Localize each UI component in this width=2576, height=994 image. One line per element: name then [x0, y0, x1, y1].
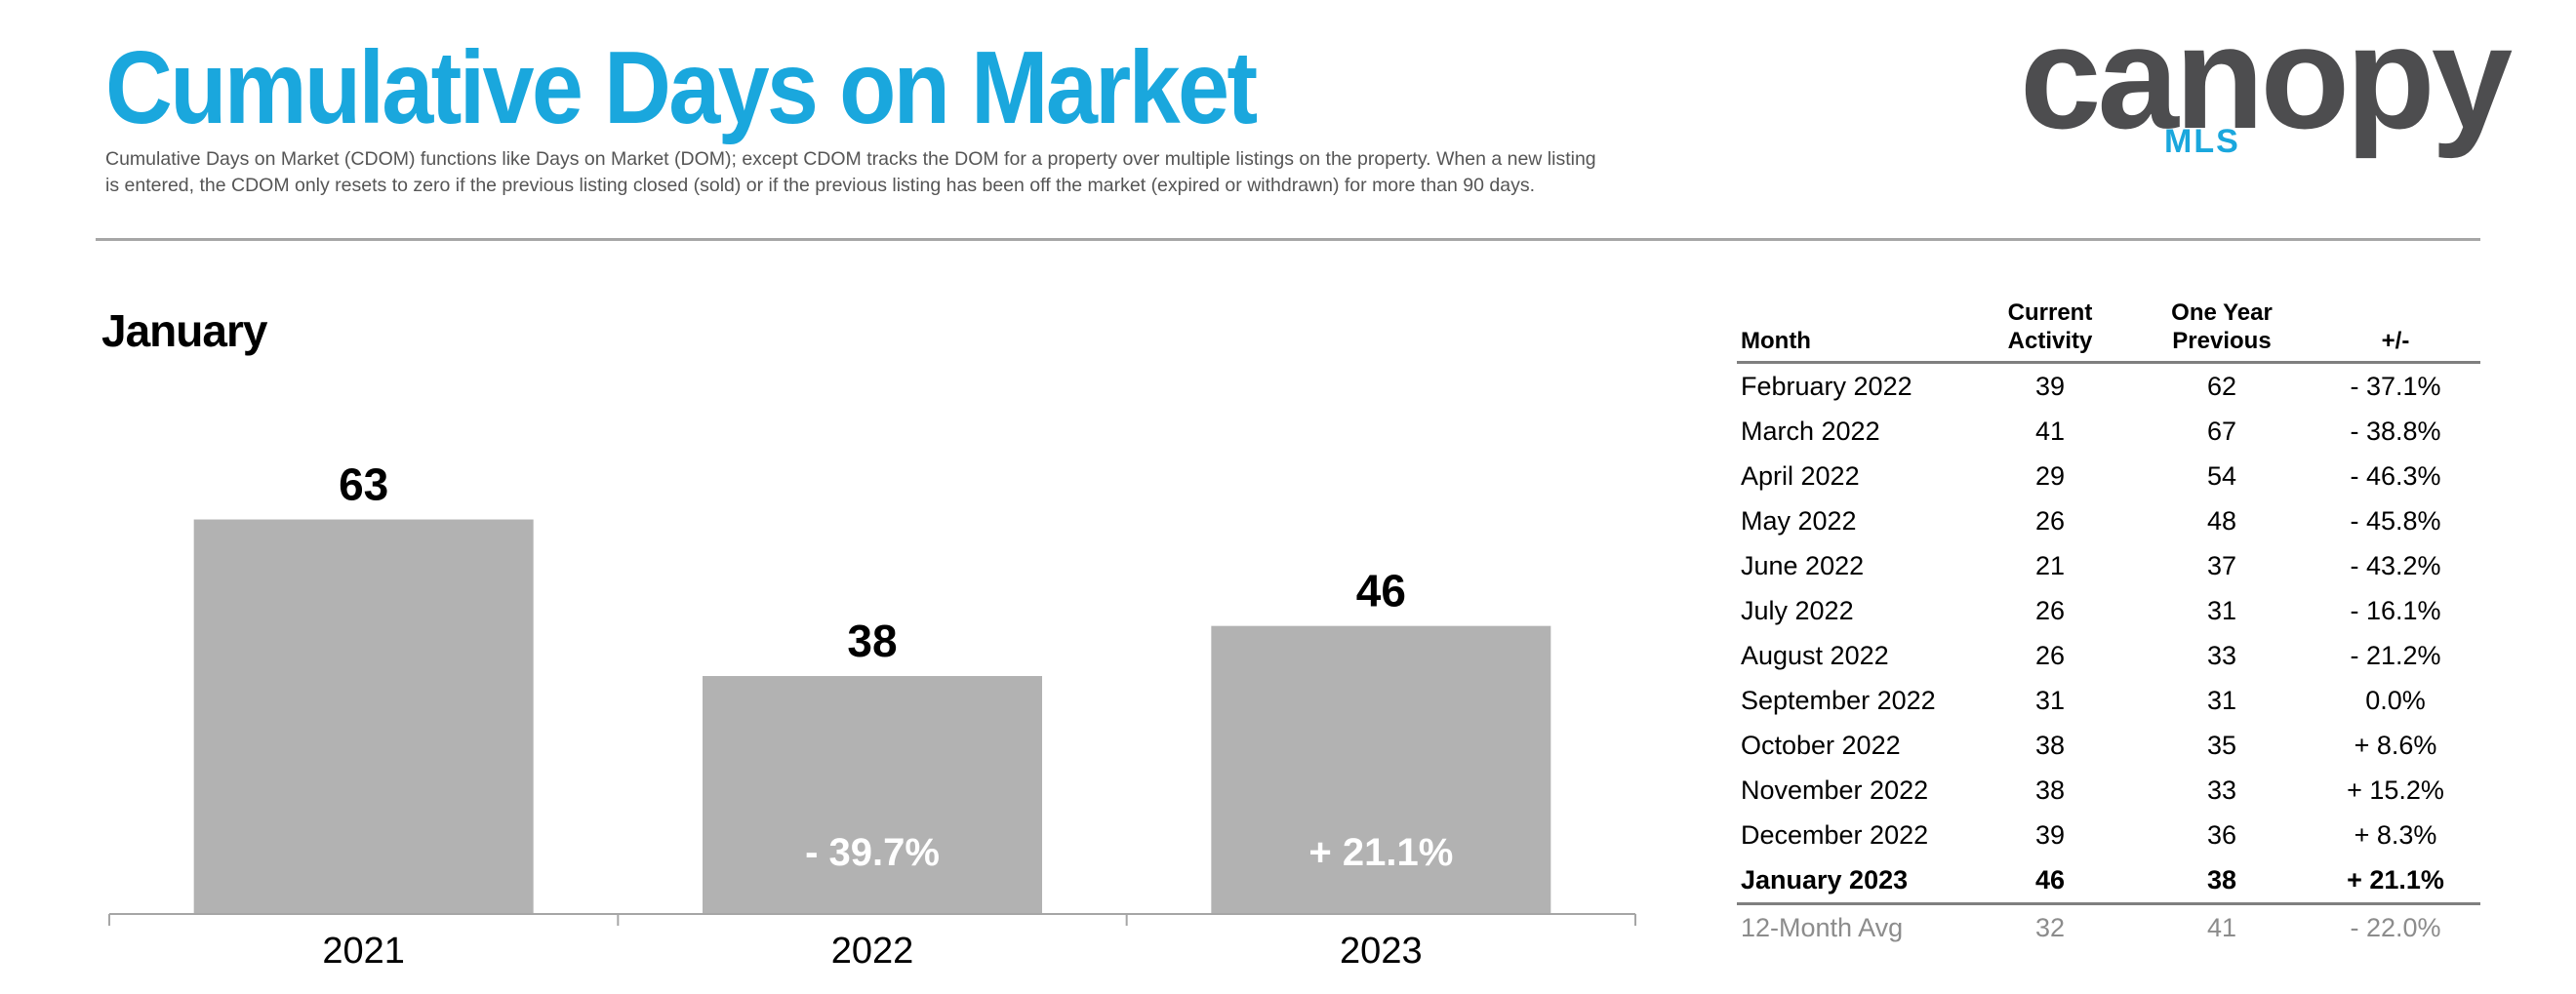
cell-current: 21	[2034, 550, 2066, 580]
header-month: Month	[1737, 298, 1967, 364]
x-tick-label: 2022	[831, 931, 914, 972]
logo-wordmark: canopy	[2020, 0, 2513, 159]
table-row: November 2022 38 33 + 15.2%	[1737, 768, 2480, 813]
table-row: December 2022 39 36 + 8.3%	[1737, 813, 2480, 857]
cell-current: 39	[2034, 371, 2066, 401]
bar-value-label: 38	[847, 616, 897, 666]
logo-mls-text: MLS	[2164, 123, 2240, 160]
cell-previous: 54	[2206, 460, 2237, 491]
header-one-year-previous: One Year Previous	[2133, 298, 2311, 364]
table-row: July 2022 26 31 - 16.1%	[1737, 588, 2480, 633]
bar-value-label: 46	[1356, 566, 1406, 616]
cell-month: December 2022	[1741, 819, 1929, 850]
cell-change: - 16.1%	[2350, 595, 2441, 625]
header-divider	[96, 238, 2480, 241]
table-row: May 2022 26 48 - 45.8%	[1737, 498, 2480, 543]
bar-chart: 63 2021 38 - 39.7% 2022 46 + 21.1% 2023	[108, 459, 1636, 972]
cell-previous: 38	[2133, 857, 2311, 905]
cell-month: March 2022	[1741, 416, 1880, 446]
twelve-month-avg-row: 12-Month Avg 32 41 - 22.0%	[1737, 904, 2480, 951]
header-previous-line-1: One Year	[2171, 299, 2273, 326]
header-current-line-1: Current	[2007, 299, 2093, 326]
cell-previous: 48	[2206, 505, 2237, 536]
cell-change: - 45.8%	[2350, 505, 2441, 536]
bar-value-label: 63	[339, 459, 388, 510]
cell-change: - 22.0%	[2350, 912, 2441, 942]
cell-change: - 43.2%	[2350, 550, 2441, 580]
header-current-activity: Current Activity	[1967, 298, 2133, 364]
table-row: September 2022 31 31 0.0%	[1737, 678, 2480, 723]
page-description: Cumulative Days on Market (CDOM) functio…	[105, 146, 1686, 199]
cell-current: 41	[2034, 416, 2066, 446]
bar-change-label: + 21.1%	[1308, 831, 1453, 874]
cell-current: 26	[2034, 505, 2066, 536]
bar-2023	[1211, 625, 1551, 914]
cell-previous: 31	[2206, 685, 2237, 715]
table-row: October 2022 38 35 + 8.6%	[1737, 723, 2480, 768]
page-title: Cumulative Days on Market	[105, 30, 1258, 145]
cell-change: - 46.3%	[2350, 460, 2441, 491]
cell-previous: 33	[2206, 640, 2237, 670]
cell-month: June 2022	[1741, 550, 1865, 580]
cell-change: + 8.6%	[2354, 730, 2437, 760]
cell-month: November 2022	[1741, 775, 1929, 805]
cell-change: - 37.1%	[2350, 371, 2441, 401]
cell-previous: 33	[2206, 775, 2237, 805]
cell-change: + 21.1%	[2311, 857, 2480, 905]
cell-previous: 41	[2206, 912, 2237, 942]
cell-month: August 2022	[1741, 640, 1889, 670]
x-tick-label: 2023	[1340, 931, 1423, 972]
description-line-1: Cumulative Days on Market (CDOM) functio…	[105, 148, 1596, 170]
cell-previous: 67	[2206, 416, 2237, 446]
chart-title: January	[101, 305, 267, 356]
cell-current: 29	[2034, 460, 2066, 491]
cell-month: April 2022	[1741, 460, 1860, 491]
canopy-mls-logo: canopy MLS	[2020, 4, 2513, 168]
cell-current: 38	[2034, 730, 2066, 760]
cell-change: + 15.2%	[2347, 775, 2444, 805]
current-month-row: January 2023 46 38 + 21.1%	[1737, 857, 2480, 905]
table-header-row: Month Current Activity One Year Previous…	[1737, 298, 2480, 364]
header-current-line-2: Activity	[2007, 328, 2093, 354]
table-row: August 2022 26 33 - 21.2%	[1737, 633, 2480, 678]
header-previous-line-2: Previous	[2172, 328, 2272, 354]
cell-previous: 62	[2206, 371, 2237, 401]
table-row: April 2022 29 54 - 46.3%	[1737, 454, 2480, 498]
cell-current: 26	[2034, 640, 2066, 670]
cell-previous: 36	[2206, 819, 2237, 850]
cell-month: 12-Month Avg	[1741, 912, 1904, 942]
bar-2022	[703, 676, 1042, 914]
monthly-table: Month Current Activity One Year Previous…	[1737, 298, 2480, 950]
x-tick-label: 2021	[322, 931, 405, 972]
bar-change-label: - 39.7%	[805, 831, 940, 874]
cell-change: + 8.3%	[2354, 819, 2437, 850]
cell-month: January 2023	[1737, 857, 1967, 905]
cell-current: 26	[2034, 595, 2066, 625]
cell-previous: 31	[2206, 595, 2237, 625]
cell-month: July 2022	[1741, 595, 1854, 625]
cell-change: - 21.2%	[2350, 640, 2441, 670]
cell-previous: 37	[2206, 550, 2237, 580]
bar-2021	[193, 519, 534, 914]
cell-change: - 38.8%	[2350, 416, 2441, 446]
cell-previous: 35	[2206, 730, 2237, 760]
description-line-2: is entered, the CDOM only resets to zero…	[105, 175, 1535, 196]
cell-month: September 2022	[1741, 685, 1936, 715]
cell-month: October 2022	[1741, 730, 1901, 760]
table-row: June 2022 21 37 - 43.2%	[1737, 543, 2480, 588]
cell-current: 39	[2034, 819, 2066, 850]
table-row: March 2022 41 67 - 38.8%	[1737, 409, 2480, 454]
cell-current: 38	[2034, 775, 2066, 805]
cell-current: 31	[2034, 685, 2066, 715]
cell-change: 0.0%	[2365, 685, 2426, 715]
cell-current: 46	[1967, 857, 2133, 905]
cell-month: May 2022	[1741, 505, 1857, 536]
header-change: +/-	[2311, 298, 2480, 364]
cell-current: 32	[2034, 912, 2066, 942]
cell-month: February 2022	[1741, 371, 1912, 401]
table-row: February 2022 39 62 - 37.1%	[1737, 363, 2480, 410]
